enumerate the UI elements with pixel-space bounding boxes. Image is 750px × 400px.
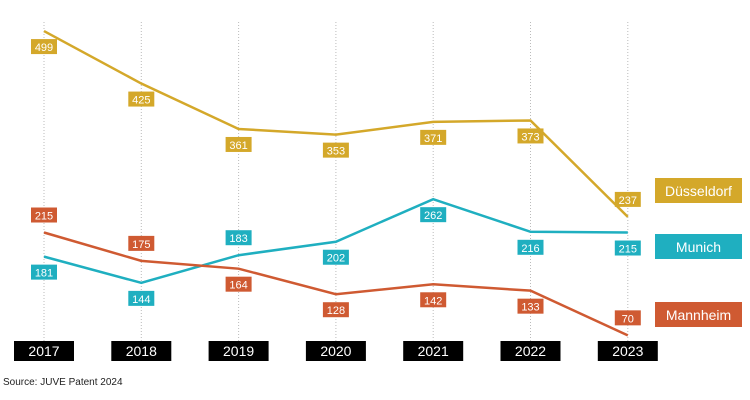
legend-item: Mannheim [655,302,742,327]
x-tick-box [597,341,658,361]
series-line [43,29,629,218]
data-label: 142 [424,295,442,307]
data-label-box [614,310,641,326]
data-label-box [128,290,155,306]
data-label-box [128,91,155,107]
data-label: 353 [327,146,345,158]
data-label-box [225,230,252,246]
series-line [43,197,628,285]
x-tick-box [208,341,269,361]
data-label: 144 [132,294,150,306]
data-label-box [614,240,641,256]
data-label: 181 [35,268,53,280]
data-label: 361 [229,140,247,152]
x-tick-box [305,341,366,361]
x-tick-label: 2020 [320,343,351,359]
x-tick-label: 2023 [612,343,643,359]
source-note: Source: JUVE Patent 2024 [3,377,123,388]
x-tick-box [500,341,561,361]
data-label-box [322,302,349,318]
x-tick-label: 2021 [418,343,449,359]
data-label-box [225,276,252,292]
data-label-box [420,129,447,145]
data-label: 237 [619,195,637,207]
data-label: 499 [35,42,53,54]
legend-item: Düsseldorf [655,178,742,203]
data-label: 215 [619,244,637,256]
data-label: 133 [521,302,539,314]
data-label: 425 [132,95,150,107]
x-tick-box [403,341,464,361]
data-label: 164 [229,280,247,292]
legend-item: Munich [655,234,742,259]
data-label: 215 [35,211,53,223]
data-label-box [225,136,252,152]
data-label: 175 [132,239,150,251]
data-label-box [31,39,57,55]
data-label: 183 [229,233,247,245]
data-label-box [517,298,544,314]
x-tick-label: 2018 [126,343,157,359]
data-label-box [128,235,155,251]
x-tick-box [111,341,172,361]
x-tick-label: 2022 [515,343,546,359]
data-label-box [517,239,544,255]
data-label-box [420,207,447,223]
x-tick-label: 2019 [223,343,254,359]
data-label-box [31,264,57,280]
data-label: 373 [521,131,539,143]
data-label-box [31,207,57,223]
data-label: 128 [327,305,345,317]
data-label-box [420,292,447,308]
series-line [43,231,629,337]
data-label-box [322,249,349,265]
data-label: 262 [424,210,442,222]
data-label-box [614,191,641,207]
data-label: 70 [622,313,634,325]
data-label-box [517,128,544,144]
data-label: 216 [521,243,539,255]
data-label: 371 [424,133,442,145]
x-tick-box [14,341,74,361]
data-label: 202 [327,253,345,265]
data-label-box [322,142,349,158]
x-tick-label: 2017 [28,343,59,359]
